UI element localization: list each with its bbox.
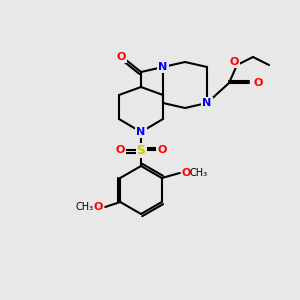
Text: S: S [136, 143, 146, 157]
Text: O: O [116, 52, 126, 62]
Text: CH₃: CH₃ [75, 202, 93, 212]
Text: O: O [115, 145, 125, 155]
Text: O: O [157, 145, 167, 155]
Text: N: N [158, 62, 168, 72]
Text: O: O [94, 202, 103, 212]
Text: O: O [182, 168, 191, 178]
Text: N: N [136, 127, 146, 137]
Text: O: O [229, 57, 239, 67]
Text: O: O [254, 78, 263, 88]
Text: CH₃: CH₃ [190, 168, 208, 178]
Text: N: N [202, 98, 211, 108]
